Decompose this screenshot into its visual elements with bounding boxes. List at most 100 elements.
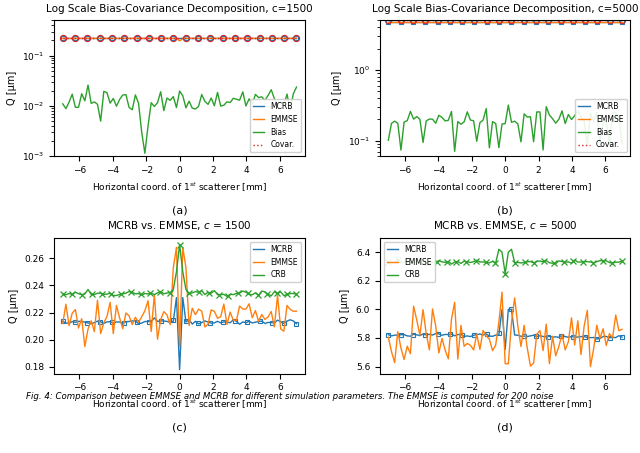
EMMSE (59, 36, 67, 41)
MCRB (274, 318, 282, 323)
CRB (59, 291, 67, 296)
Covar. (242, 35, 250, 41)
MCRB (252, 319, 259, 325)
MCRB (577, 334, 585, 339)
Covar. (268, 35, 275, 41)
CRB (501, 271, 509, 276)
EMMSE (498, 289, 506, 295)
EMMSE (564, 339, 572, 344)
Bias (451, 149, 458, 154)
CRB (568, 260, 575, 266)
Line: Bias: Bias (63, 85, 296, 153)
Legend: MCRB, EMMSE, CRB: MCRB, EMMSE, CRB (250, 241, 301, 282)
CRB (574, 259, 582, 265)
Covar. (245, 35, 253, 41)
Line: CRB: CRB (63, 245, 296, 296)
CRB (403, 258, 411, 263)
Legend: MCRB, EMMSE, Bias, Covar.: MCRB, EMMSE, Bias, Covar. (250, 99, 301, 153)
EMMSE (385, 335, 392, 340)
MCRB (258, 318, 266, 324)
Line: MCRB: MCRB (388, 309, 622, 349)
CRB (242, 289, 250, 295)
MCRB (252, 36, 259, 41)
Covar. (403, 18, 411, 23)
Bias (59, 101, 67, 106)
EMMSE (292, 308, 300, 314)
Covar. (593, 18, 600, 23)
MCRB (618, 19, 626, 24)
CRB (292, 291, 300, 297)
EMMSE (587, 364, 595, 369)
EMMSE (248, 315, 256, 320)
Bias (141, 150, 148, 156)
CRB (385, 260, 392, 265)
Line: CRB: CRB (388, 249, 622, 274)
MCRB (78, 36, 86, 41)
EMMSE (239, 36, 246, 41)
Covar. (292, 35, 300, 41)
MCRB (385, 19, 392, 24)
Line: EMMSE: EMMSE (63, 39, 296, 41)
EMMSE (173, 245, 180, 250)
EMMSE (580, 323, 588, 329)
MCRB (498, 307, 506, 312)
Legend: MCRB, EMMSE, Bias, Covar.: MCRB, EMMSE, Bias, Covar. (575, 99, 627, 153)
MCRB (292, 321, 300, 327)
Bias (599, 120, 607, 125)
Covar. (59, 35, 67, 41)
EMMSE (252, 308, 259, 313)
MCRB (176, 367, 184, 372)
Text: (a): (a) (172, 205, 188, 215)
EMMSE (59, 321, 67, 326)
Bias (248, 101, 256, 107)
CRB (495, 246, 502, 252)
EMMSE (599, 326, 607, 332)
MCRB (59, 36, 67, 41)
MCRB (561, 19, 569, 24)
EMMSE (176, 38, 184, 43)
Covar. (571, 18, 579, 23)
Y-axis label: Q [μm]: Q [μm] (7, 71, 17, 106)
Bias (577, 114, 585, 120)
MCRB (292, 36, 300, 41)
Covar. (78, 35, 86, 41)
EMMSE (571, 19, 579, 24)
Y-axis label: Q [μm]: Q [μm] (332, 71, 342, 106)
MCRB (599, 334, 607, 339)
Title: MCRB vs. EMMSE, $c$ = 5000: MCRB vs. EMMSE, $c$ = 5000 (433, 220, 577, 232)
Bias (78, 91, 86, 96)
MCRB (245, 36, 253, 41)
CRB (599, 258, 607, 264)
CRB (618, 259, 626, 264)
MCRB (248, 320, 256, 326)
EMMSE (81, 344, 89, 349)
Bias (584, 143, 591, 148)
MCRB (568, 19, 575, 24)
Covar. (236, 35, 243, 41)
Text: (c): (c) (172, 423, 187, 433)
MCRB (385, 332, 392, 337)
EMMSE (292, 36, 300, 41)
EMMSE (78, 36, 86, 41)
Bias (252, 92, 259, 97)
EMMSE (258, 312, 266, 317)
Title: Log Scale Bias-Covariance Decomposition, c=1500: Log Scale Bias-Covariance Decomposition,… (46, 4, 313, 14)
EMMSE (274, 293, 282, 298)
Bias (385, 138, 392, 143)
Text: (b): (b) (497, 205, 513, 215)
EMMSE (571, 342, 579, 348)
MCRB (173, 295, 180, 300)
Bias (574, 108, 582, 114)
Line: Bias: Bias (388, 105, 622, 151)
Covar. (577, 18, 585, 23)
Text: Fig. 4: Comparison between EMMSE and MCRB for different simulation parameters. T: Fig. 4: Comparison between EMMSE and MCR… (26, 392, 553, 401)
CRB (258, 289, 266, 294)
Bias (618, 141, 626, 147)
Line: MCRB: MCRB (63, 298, 296, 370)
Bias (274, 103, 282, 108)
Covar. (561, 18, 569, 23)
Covar. (568, 18, 575, 23)
Bias (568, 117, 575, 122)
EMMSE (561, 19, 569, 24)
MCRB (577, 19, 585, 24)
